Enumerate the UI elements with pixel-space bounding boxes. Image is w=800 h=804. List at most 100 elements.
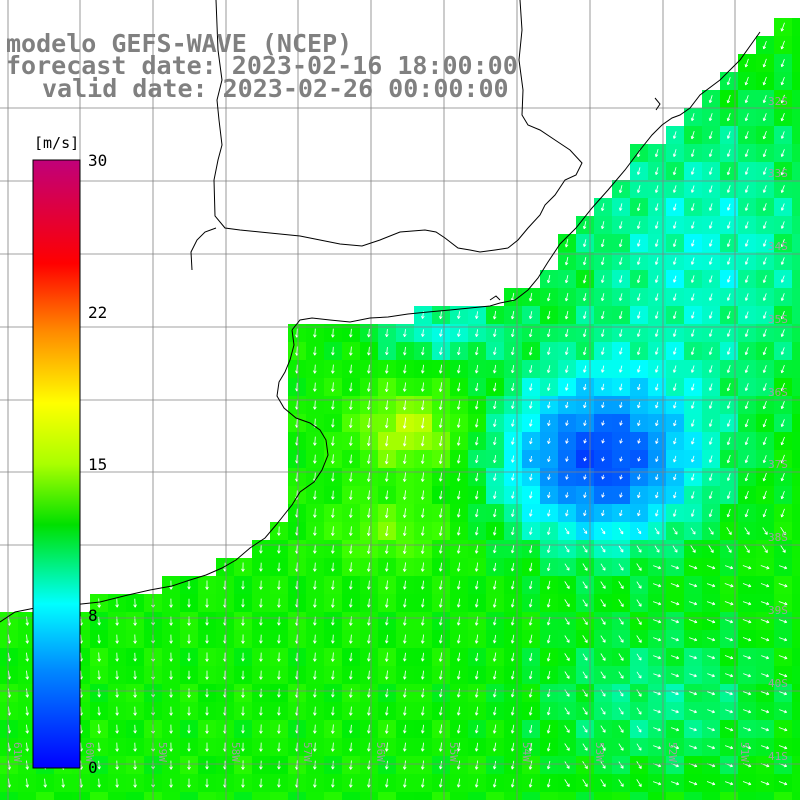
wind-arrow [636,563,642,571]
wind-arrow [690,275,695,283]
wind-arrow [654,167,659,175]
wind-arrow [456,706,461,716]
wind-arrow [115,742,119,752]
wind-arrow [726,311,731,320]
wind-cell [576,792,595,804]
wind-arrow [529,437,533,445]
wind-arrow [510,310,515,320]
wind-arrow [474,742,479,752]
wind-arrow [780,131,785,139]
wind-arrow [169,724,173,734]
wind-arrow [529,383,533,391]
wind-arrow [456,400,461,410]
wind-arrow [744,95,749,104]
wind-arrow [420,580,425,590]
wind-arrow [760,709,770,714]
wind-arrow [403,598,407,608]
wind-arrow [331,580,335,590]
wind-arrow [653,655,662,660]
wind-arrow [474,400,479,410]
wind-arrow [690,130,695,140]
wind-arrow [761,727,770,732]
wind-cell [270,792,289,804]
wind-arrow [259,598,263,608]
wind-arrow [474,778,479,788]
wind-arrow [331,508,335,518]
wind-arrow [780,454,785,464]
wind-arrow [690,527,696,535]
wind-arrow [780,472,785,482]
wind-arrow [780,203,785,211]
wind-arrow [529,527,533,535]
wind-arrow [778,727,788,732]
lon-label: 56W [374,742,387,762]
wind-arrow [564,779,570,787]
wind-arrow [744,149,749,157]
wind-arrow [403,580,407,590]
wind-arrow [619,420,623,426]
wind-arrow [547,401,551,409]
wind-arrow [259,580,263,590]
lon-label: 60W [83,742,96,762]
wind-arrow [671,673,680,678]
wind-cell [360,792,379,804]
wind-arrow [367,472,371,482]
wind-arrow [780,76,785,86]
wind-arrow [618,581,624,589]
wind-arrow [546,598,551,608]
wind-cell [792,144,800,163]
wind-arrow [313,688,317,698]
wind-arrow [619,492,623,498]
wind-arrow [438,670,443,680]
wind-arrow [547,492,551,499]
wind-arrow [492,526,497,536]
wind-arrow [547,347,551,355]
wind-arrow [690,185,695,193]
wind-arrow [25,706,29,716]
wind-arrow [672,167,677,176]
wind-arrow [655,491,659,499]
wind-arrow [690,419,695,427]
wind-arrow [205,760,209,770]
wind-arrow [565,438,569,444]
wind-arrow [708,167,713,175]
wind-arrow [313,598,317,608]
wind-arrow [349,436,353,446]
wind-arrow [402,760,407,770]
wind-arrow [510,580,515,590]
wind-cell [450,792,469,804]
wind-arrow [690,221,695,229]
wind-arrow [241,688,245,698]
wind-arrow [169,598,173,608]
lat-label: 35S [768,313,788,326]
wind-arrow [743,673,752,678]
wind-arrow [546,778,551,788]
wind-arrow [691,383,695,391]
wind-arrow [762,490,767,500]
wind-arrow [528,365,533,374]
wind-arrow [546,365,551,373]
wind-arrow [688,601,698,606]
wind-arrow [25,742,29,752]
wind-arrow [708,257,713,265]
wind-arrow [366,526,371,537]
wind-arrow [652,583,662,588]
wind-arrow [474,760,479,770]
wind-cell [792,666,800,685]
wind-cell [36,792,55,804]
wind-arrow [438,562,443,572]
wind-arrow [636,707,642,715]
wind-arrow [708,527,714,535]
wind-arrow [726,437,731,446]
wind-arrow [654,347,659,355]
wind-arrow [726,94,731,104]
wind-arrow [619,456,623,462]
wind-arrow [761,673,770,678]
wind-arrow [619,438,623,444]
wind-arrow [744,221,749,229]
wind-arrow [726,365,731,373]
wind-arrow [760,781,770,786]
wind-arrow [780,526,786,536]
wind-arrow [492,688,497,698]
wind-arrow [474,706,479,716]
